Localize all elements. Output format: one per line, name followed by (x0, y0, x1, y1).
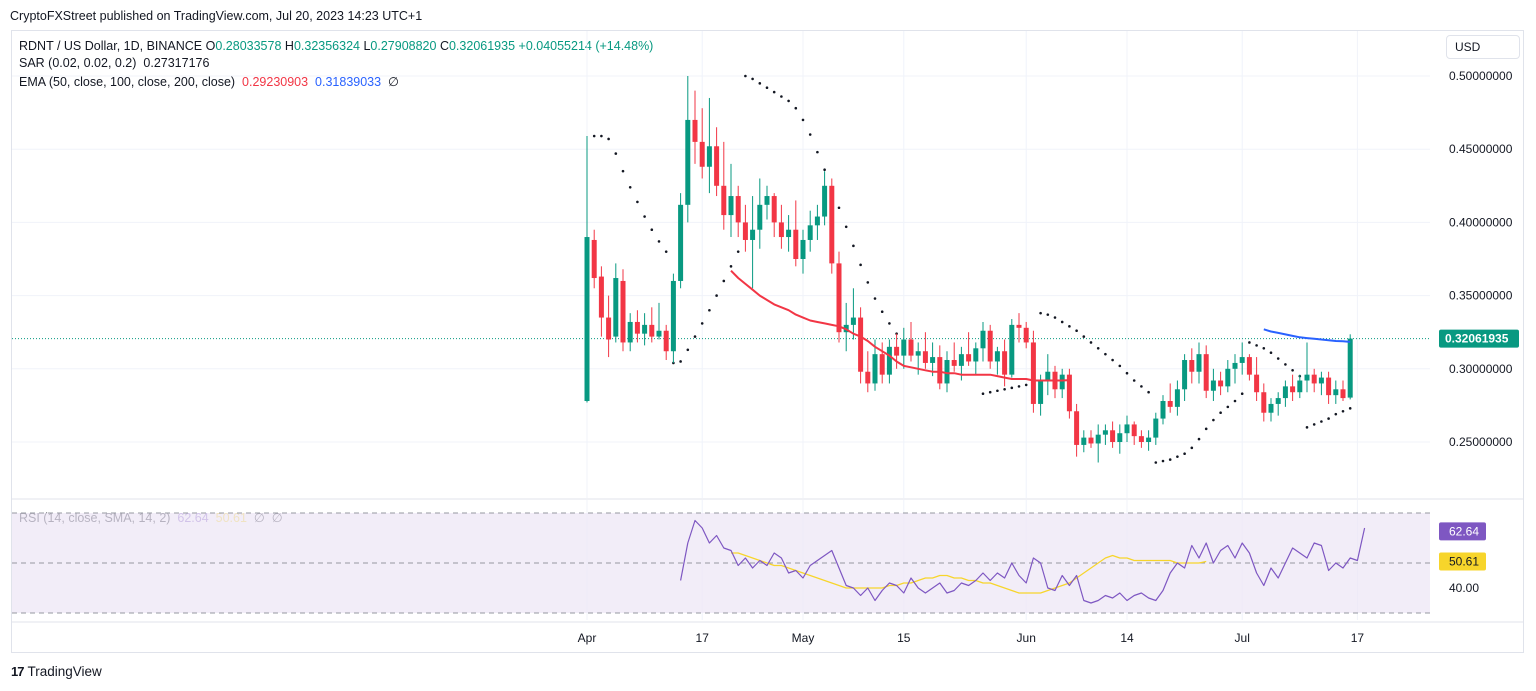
ema200-value: ∅ (388, 75, 399, 89)
rsi-extra-2: ∅ (271, 511, 283, 525)
low-label: L (363, 39, 371, 53)
tradingview-footer[interactable]: 17 TradingView (11, 664, 102, 679)
publisher-line: CryptoFXStreet published on TradingView.… (10, 9, 423, 23)
open-label: O (205, 39, 216, 53)
close-value: 0.32061935 (448, 39, 516, 53)
ema-legend[interactable]: EMA (50, close, 100, close, 200, close) … (19, 74, 399, 89)
change-value: +0.04055214 (+14.48%) (518, 39, 654, 53)
rsi-value: 62.64 (177, 511, 209, 525)
currency-button[interactable]: USD (1446, 35, 1520, 59)
ema100-value: 0.31839033 (315, 75, 382, 89)
low-value: 0.27908820 (370, 39, 437, 53)
rsi-legend[interactable]: RSI (14, close, SMA, 14, 2) 62.64 50.61 … (19, 510, 283, 525)
sar-value: 0.27317176 (143, 56, 210, 70)
symbol-legend: RDNT / US Dollar, 1D, BINANCE O0.2803357… (19, 39, 653, 53)
ema50-value: 0.29230903 (242, 75, 309, 89)
close-label: C (439, 39, 449, 53)
ema-label: EMA (50, close, 100, close, 200, close) (19, 75, 236, 89)
rsi-extra-1: ∅ (253, 511, 265, 525)
chart-frame (11, 30, 1524, 653)
rsi-label: RSI (14, close, SMA, 14, 2) (19, 511, 171, 525)
high-value: 0.32356324 (293, 39, 360, 53)
open-value: 0.28033578 (215, 39, 282, 53)
rsi-sma-value: 50.61 (215, 511, 247, 525)
tradingview-brand: TradingView (27, 664, 102, 679)
symbol-title[interactable]: RDNT / US Dollar, 1D, BINANCE (19, 39, 203, 53)
sar-label: SAR (0.02, 0.02, 0.2) (19, 56, 137, 70)
sar-legend[interactable]: SAR (0.02, 0.02, 0.2) 0.27317176 (19, 56, 209, 70)
high-label: H (284, 39, 294, 53)
tradingview-logo-icon: 17 (11, 664, 25, 679)
